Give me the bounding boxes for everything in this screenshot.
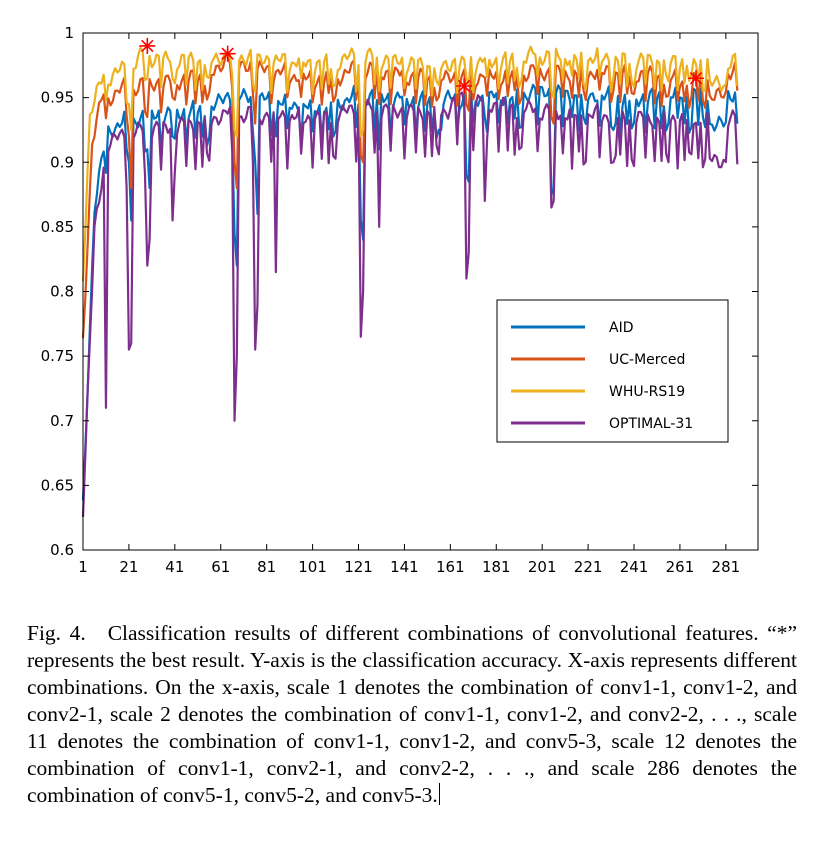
best-result-markers (139, 37, 705, 94)
x-tick-label: 101 (298, 558, 327, 576)
best-result-star (139, 37, 156, 54)
caption-text: Classification results of different comb… (27, 621, 797, 807)
figure-number: Fig. 4. (27, 621, 86, 645)
x-tick-label: 241 (620, 558, 649, 576)
y-tick-label: 1 (64, 24, 74, 42)
y-tick-label: 0.7 (50, 412, 74, 430)
y-tick-label: 0.95 (41, 89, 74, 107)
legend-label: UC-Merced (609, 352, 685, 368)
x-tick-label: 221 (574, 558, 603, 576)
x-tick-label: 281 (712, 558, 741, 576)
y-tick-label: 0.85 (41, 218, 74, 236)
series-layer (81, 45, 739, 518)
x-tick-label: 141 (390, 558, 419, 576)
x-tick-label: 261 (666, 558, 695, 576)
legend-box (496, 299, 729, 443)
y-tick-label: 0.9 (50, 153, 74, 171)
x-tick-label: 161 (436, 558, 465, 576)
series-line-whu-rs19 (81, 45, 739, 282)
x-tick-label: 61 (211, 558, 230, 576)
series-line-optimal-31 (81, 91, 739, 518)
y-tick-label: 0.75 (41, 347, 74, 365)
y-tick-label: 0.8 (50, 283, 74, 301)
y-tick-label: 0.6 (50, 541, 74, 559)
legend-label: WHU-RS19 (609, 384, 685, 400)
best-result-star (688, 70, 705, 87)
text-cursor (438, 783, 440, 805)
legend: AID UC-Merced WHU-RS19 OPTIMAL-31 (496, 299, 729, 443)
figure-caption: Fig. 4. Classification results of differe… (27, 620, 797, 809)
x-tick-label: 121 (344, 558, 373, 576)
x-tick-label: 21 (119, 558, 138, 576)
x-tick-label: 181 (482, 558, 511, 576)
y-tick-label: 0.65 (41, 476, 74, 494)
x-tick-label: 81 (257, 558, 276, 576)
x-tick-label: 1 (78, 558, 88, 576)
legend-label: AID (609, 320, 634, 336)
best-result-star (219, 45, 236, 62)
legend-label: OPTIMAL-31 (609, 416, 693, 432)
best-result-star (456, 77, 473, 94)
x-tick-label: 41 (165, 558, 184, 576)
x-tick-label: 201 (528, 558, 557, 576)
